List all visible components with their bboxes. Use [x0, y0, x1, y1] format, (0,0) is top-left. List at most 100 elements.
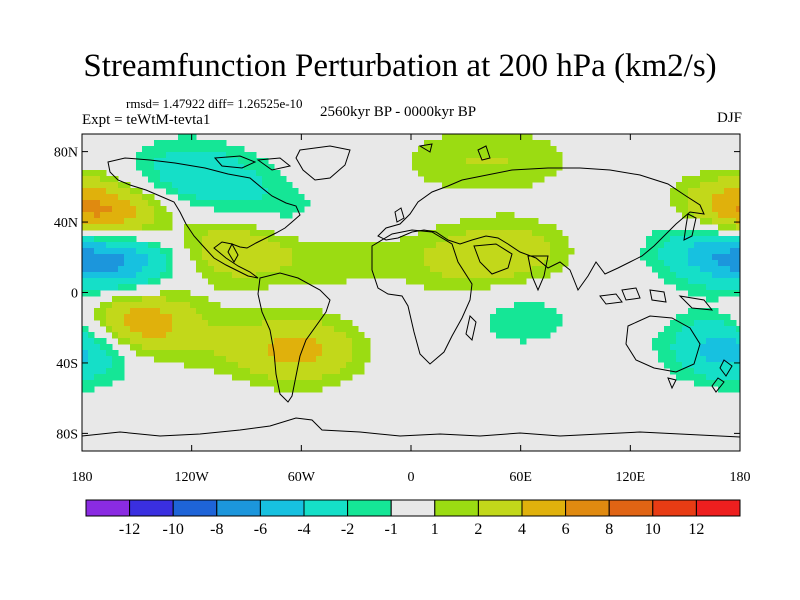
contour-cell [166, 260, 173, 267]
contour-cell [442, 134, 449, 141]
contour-cell [268, 350, 275, 357]
contour-cell [202, 338, 209, 345]
contour-cell [184, 230, 191, 237]
contour-cell [358, 242, 365, 249]
contour-cell [682, 320, 689, 327]
contour-cell [166, 212, 173, 219]
contour-cell [706, 314, 713, 321]
contour-cell [478, 146, 485, 153]
contour-cell [310, 332, 317, 339]
contour-cell [712, 356, 719, 363]
contour-cell [154, 140, 161, 147]
x-tick-label: 180 [72, 470, 93, 485]
contour-cell [472, 182, 479, 189]
contour-cell [718, 320, 725, 327]
contour-cell [190, 146, 197, 153]
contour-cell [130, 212, 137, 219]
contour-cell [544, 158, 551, 165]
contour-cell [688, 332, 695, 339]
contour-cell [370, 266, 377, 273]
contour-cell [226, 332, 233, 339]
contour-cell [298, 206, 305, 213]
contour-cell [418, 164, 425, 171]
contour-cell [94, 260, 101, 267]
contour-cell [268, 248, 275, 255]
contour-cell [166, 140, 173, 147]
contour-cell [394, 248, 401, 255]
contour-cell [700, 248, 707, 255]
contour-cell [424, 248, 431, 255]
contour-cell [694, 242, 701, 249]
contour-cell [412, 278, 419, 285]
contour-cell [664, 326, 671, 333]
contour-cell [184, 296, 191, 303]
contour-cell [550, 314, 557, 321]
contour-cell [214, 164, 221, 171]
contour-cell [358, 248, 365, 255]
contour-cell [550, 152, 557, 159]
contour-cell [280, 212, 287, 219]
y-tick-label: 40N [54, 216, 78, 231]
contour-cell [694, 284, 701, 291]
contour-cell [712, 176, 719, 183]
contour-cell [664, 260, 671, 267]
contour-cell [718, 182, 725, 189]
contour-cell [250, 188, 257, 195]
contour-cell [202, 194, 209, 201]
contour-cell [502, 152, 509, 159]
contour-cell [112, 242, 119, 249]
contour-cell [154, 224, 161, 231]
contour-cell [280, 242, 287, 249]
contour-cell [520, 314, 527, 321]
contour-cell [406, 242, 413, 249]
contour-cell [166, 182, 173, 189]
contour-cell [220, 200, 227, 207]
contour-cell [160, 176, 167, 183]
contour-cell [142, 194, 149, 201]
contour-cell [286, 308, 293, 315]
contour-cell [532, 308, 539, 315]
contour-cell [544, 170, 551, 177]
contour-cell [304, 254, 311, 261]
contour-cell [724, 218, 731, 225]
contour-cell [346, 266, 353, 273]
contour-cell [694, 206, 701, 213]
contour-cell [484, 260, 491, 267]
contour-cell [268, 206, 275, 213]
contour-cell [178, 350, 185, 357]
contour-cell [508, 134, 515, 141]
contour-cell [430, 158, 437, 165]
contour-cell [520, 230, 527, 237]
contour-cell [520, 332, 527, 339]
contour-cell [124, 242, 131, 249]
contour-cell [208, 278, 215, 285]
contour-cell [214, 140, 221, 147]
contour-cell [244, 158, 251, 165]
colorbar-swatch [85, 499, 131, 517]
contour-cell [412, 158, 419, 165]
contour-cell [688, 284, 695, 291]
contour-cell [262, 206, 269, 213]
contour-cell [730, 176, 737, 183]
contour-cell [664, 272, 671, 279]
contour-cell [238, 188, 245, 195]
contour-cell [442, 248, 449, 255]
contour-cell [490, 242, 497, 249]
contour-cell [508, 260, 515, 267]
contour-cell [328, 320, 335, 327]
contour-cell [706, 326, 713, 333]
contour-cell [298, 272, 305, 279]
contour-cell [88, 290, 95, 297]
contour-cell [196, 332, 203, 339]
contour-cell [112, 212, 119, 219]
contour-cell [112, 296, 119, 303]
contour-cell [256, 272, 263, 279]
contour-cell [106, 374, 113, 381]
contour-cell [244, 326, 251, 333]
contour-cell [670, 260, 677, 267]
contour-cell [238, 266, 245, 273]
contour-cell [106, 266, 113, 273]
contour-cell [268, 374, 275, 381]
contour-cell [490, 164, 497, 171]
contour-cell [700, 254, 707, 261]
